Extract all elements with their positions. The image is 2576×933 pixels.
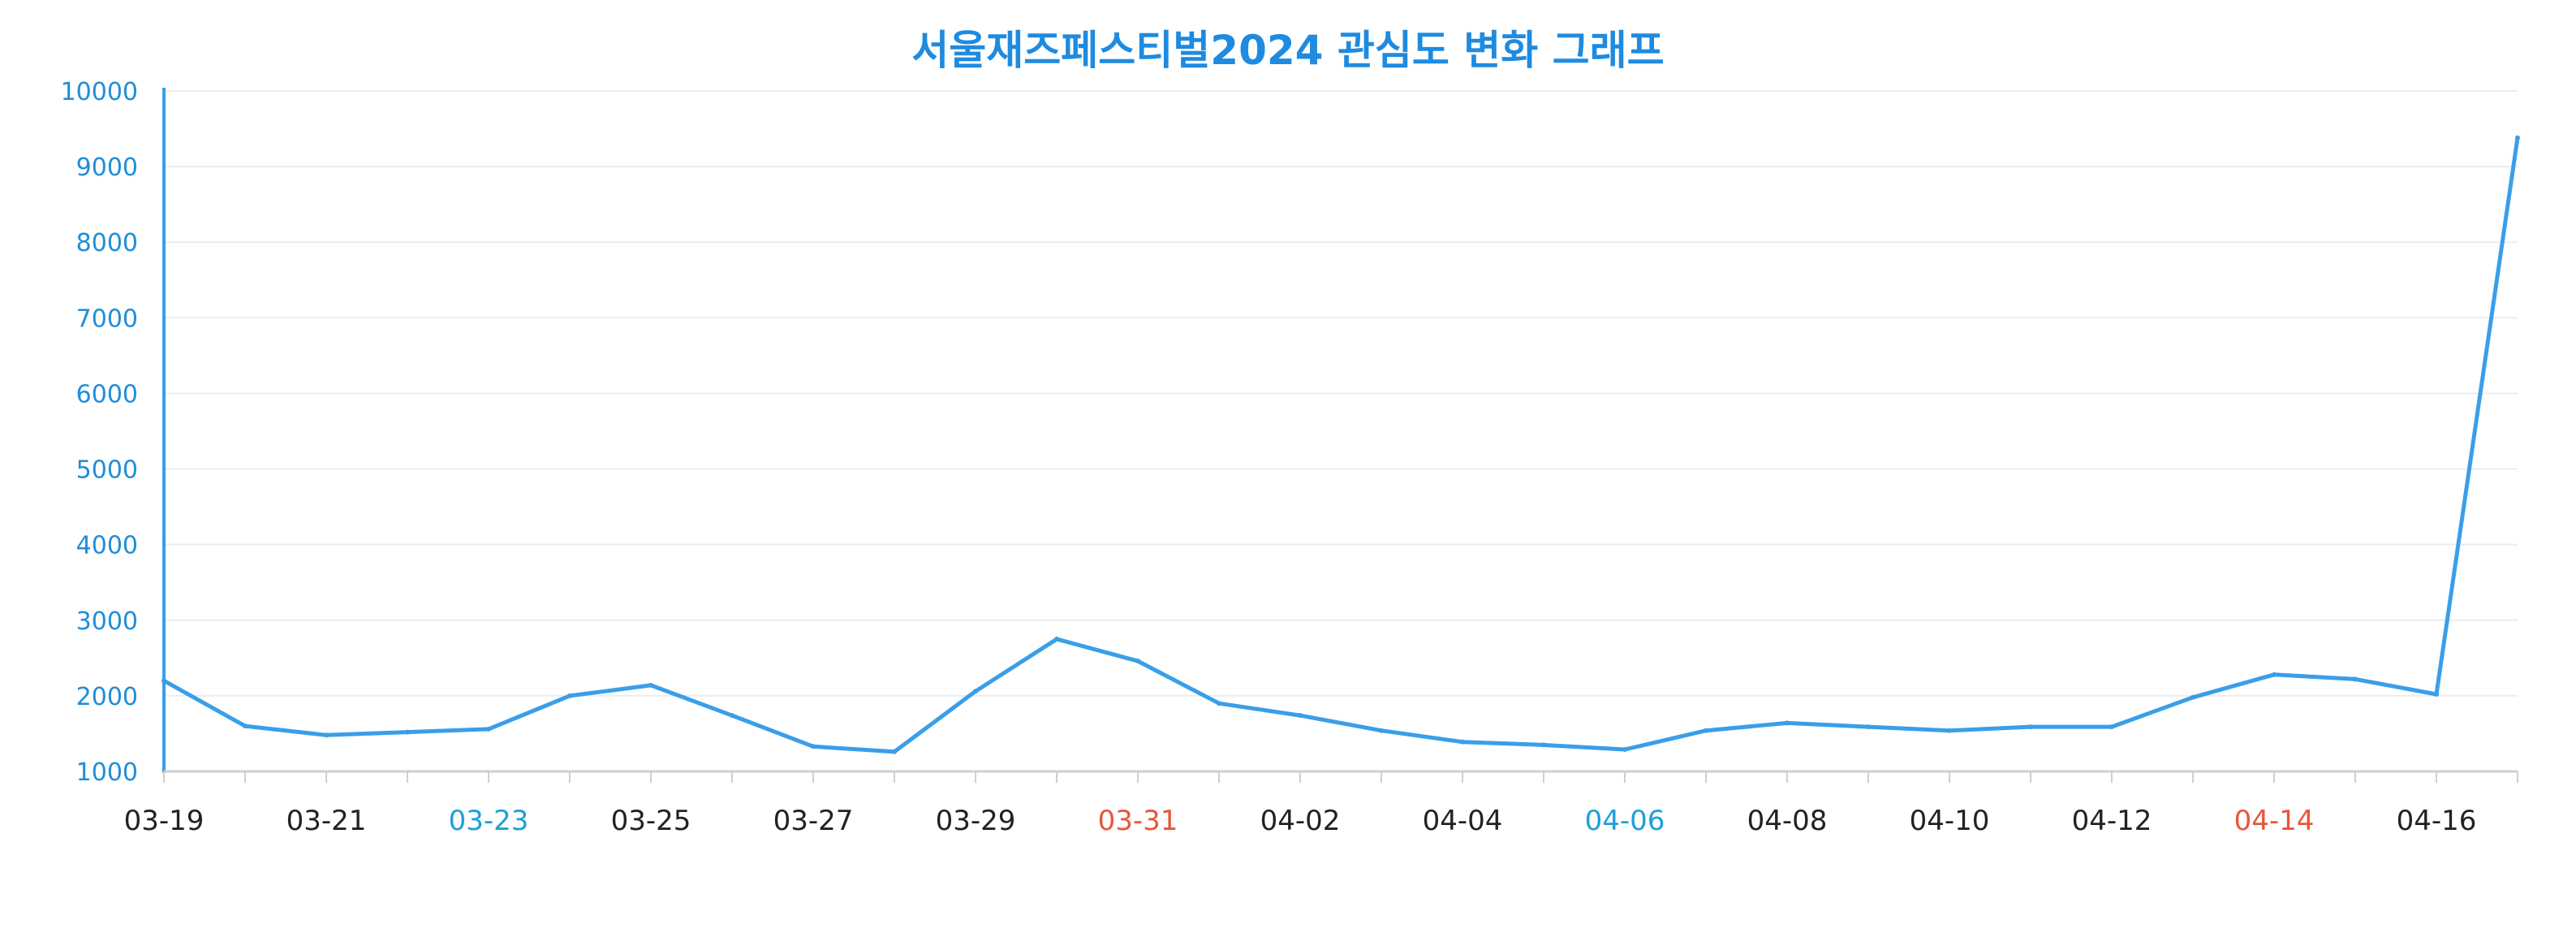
x-tick-label: 03-25 — [611, 805, 691, 837]
data-point — [324, 732, 329, 738]
data-point — [243, 724, 248, 729]
data-point — [1298, 713, 1303, 719]
y-tick-label: 4000 — [76, 532, 138, 560]
data-point — [486, 726, 491, 732]
y-tick-labels: 1000 2000 3000 4000 5000 6000 7000 8000 9000 1000… — [61, 78, 138, 787]
data-point — [1785, 720, 1790, 726]
data-point — [2353, 676, 2358, 682]
x-tick-label: 04-04 — [1423, 805, 1503, 837]
data-point — [892, 749, 897, 754]
y-tick-label: 8000 — [76, 229, 138, 257]
axis-layer — [162, 88, 2518, 783]
data-point — [811, 744, 816, 749]
data-point — [162, 678, 166, 684]
x-tick-label: 04-08 — [1747, 805, 1828, 837]
y-tick-label: 3000 — [76, 607, 138, 636]
y-tick-label: 6000 — [76, 380, 138, 408]
grid-layer — [164, 90, 2518, 697]
series-layer — [162, 135, 2520, 754]
data-point — [1460, 739, 1465, 745]
chart-title: 서울재즈페스티벌2024 관심도 변화 그래프 — [911, 27, 1665, 74]
data-point — [2434, 692, 2439, 698]
x-tick-label: 04-02 — [1260, 805, 1341, 837]
x-tick-label: 04-10 — [1910, 805, 1990, 837]
data-point — [973, 689, 978, 694]
data-point — [1135, 659, 1140, 664]
y-tick-label: 5000 — [76, 456, 138, 485]
y-tick-label: 1000 — [76, 758, 138, 787]
data-point — [405, 729, 410, 735]
x-tick-label: 03-19 — [124, 805, 205, 837]
x-tick-label: 04-12 — [2072, 805, 2152, 837]
x-tick-label: 03-27 — [773, 805, 854, 837]
data-point — [2190, 694, 2195, 700]
data-point — [1054, 637, 1059, 642]
series-line — [162, 136, 2520, 754]
data-point — [1947, 728, 1952, 733]
data-point — [2272, 672, 2277, 677]
x-tick-label: 03-29 — [936, 805, 1016, 837]
data-point — [1622, 746, 1627, 752]
x-tick-label: 03-31 — [1098, 805, 1178, 837]
y-tick-label: 7000 — [76, 305, 138, 333]
x-tick-label: 03-21 — [286, 805, 367, 837]
y-tick-label: 2000 — [76, 683, 138, 711]
data-point — [1379, 728, 1384, 733]
x-tick-labels: 03-19 03-21 03-23 03-25 03-27 03-29 03-31 04-02… — [124, 805, 2477, 837]
data-point — [730, 713, 734, 719]
data-point — [2028, 724, 2033, 730]
x-tick-label: 03-23 — [449, 805, 529, 837]
data-point — [1704, 728, 1708, 733]
data-point — [567, 693, 572, 698]
x-tick-label: 04-14 — [2234, 805, 2315, 837]
data-point — [1866, 724, 1871, 730]
data-point — [1217, 701, 1221, 706]
x-tick-label: 04-16 — [2397, 805, 2477, 837]
data-point — [2515, 135, 2520, 140]
y-tick-label: 10000 — [61, 78, 138, 106]
y-tick-label: 9000 — [76, 153, 138, 182]
data-point — [648, 682, 653, 688]
x-tick-label: 04-06 — [1585, 805, 1665, 837]
data-point — [2109, 724, 2114, 730]
data-point — [1541, 742, 1546, 748]
